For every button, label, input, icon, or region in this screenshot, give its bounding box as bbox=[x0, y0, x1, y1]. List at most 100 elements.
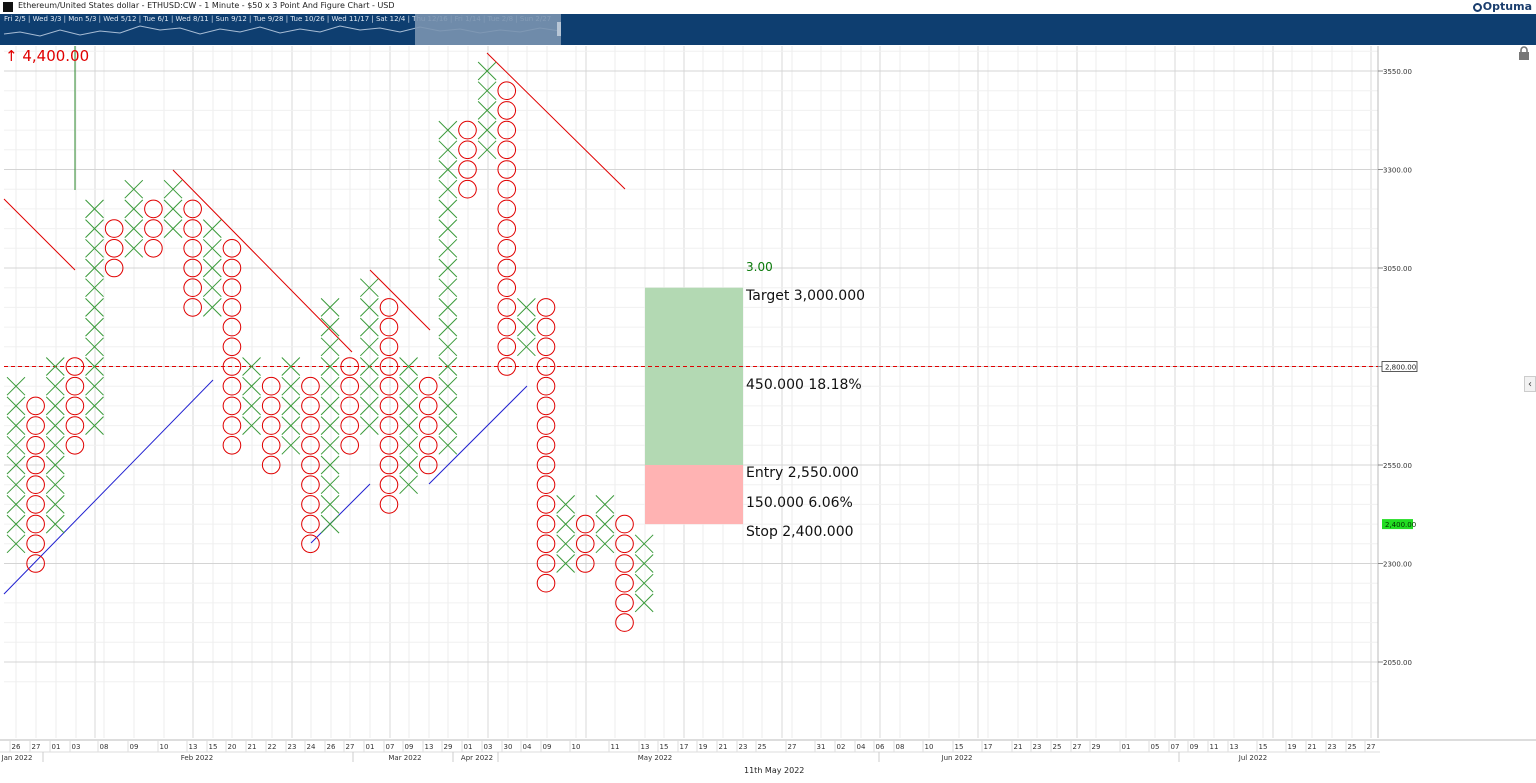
x-mark bbox=[45, 495, 65, 514]
time-axis-label: 25 bbox=[758, 743, 767, 751]
reward-label: 450.000 18.18% bbox=[746, 377, 862, 393]
x-mark bbox=[124, 199, 144, 219]
o-mark bbox=[340, 357, 360, 376]
x-mark bbox=[399, 416, 418, 435]
x-mark bbox=[320, 475, 340, 495]
x-mark bbox=[438, 140, 458, 160]
navigator-handle[interactable] bbox=[557, 22, 561, 36]
x-mark bbox=[359, 357, 379, 376]
time-axis-label: 15 bbox=[955, 743, 964, 751]
o-mark bbox=[379, 376, 399, 396]
resistance-trendline bbox=[3, 198, 76, 271]
x-mark bbox=[163, 219, 183, 238]
o-mark bbox=[379, 475, 399, 495]
collapse-panel-icon[interactable]: ‹ bbox=[1524, 376, 1536, 392]
x-mark bbox=[556, 554, 575, 573]
month-label: Jan 2022 bbox=[1, 754, 33, 762]
x-mark bbox=[634, 593, 654, 613]
x-mark bbox=[438, 337, 458, 357]
o-mark bbox=[261, 376, 281, 396]
o-mark bbox=[536, 573, 556, 593]
x-mark bbox=[438, 317, 458, 337]
x-mark bbox=[202, 258, 222, 278]
o-mark bbox=[222, 317, 242, 337]
x-mark bbox=[163, 179, 183, 199]
time-axis-label: 17 bbox=[680, 743, 689, 751]
x-mark bbox=[320, 337, 340, 357]
o-mark bbox=[536, 436, 556, 455]
o-mark bbox=[65, 357, 85, 376]
o-mark bbox=[536, 376, 556, 396]
o-mark bbox=[26, 455, 45, 475]
o-mark bbox=[536, 298, 556, 317]
o-mark bbox=[340, 416, 360, 435]
resistance-trendline bbox=[369, 269, 431, 331]
x-mark bbox=[556, 534, 575, 554]
o-mark bbox=[379, 337, 399, 357]
time-axis-label: 03 bbox=[72, 743, 81, 751]
o-mark bbox=[379, 416, 399, 435]
x-mark bbox=[438, 278, 458, 298]
o-mark bbox=[222, 278, 242, 298]
o-mark bbox=[536, 475, 556, 495]
x-mark bbox=[438, 258, 458, 278]
o-mark bbox=[261, 436, 281, 455]
time-axis-label: 19 bbox=[699, 743, 708, 751]
o-mark bbox=[65, 376, 85, 396]
x-mark bbox=[45, 475, 65, 495]
x-mark bbox=[438, 435, 458, 455]
x-mark bbox=[399, 455, 418, 475]
time-axis-label: 13 bbox=[189, 743, 198, 751]
x-mark bbox=[399, 435, 418, 455]
x-mark bbox=[124, 179, 144, 199]
x-mark bbox=[438, 219, 458, 238]
time-axis-label: 05 bbox=[1151, 743, 1160, 751]
navigator-bar[interactable]: Fri 2/5 | Wed 3/3 | Mon 5/3 | Wed 5/12 |… bbox=[0, 14, 1536, 45]
o-mark bbox=[144, 239, 163, 258]
x-mark bbox=[6, 534, 26, 554]
time-axis-label: 22 bbox=[268, 743, 277, 751]
x-mark bbox=[45, 376, 65, 396]
navigator-window[interactable] bbox=[415, 14, 561, 45]
time-axis-label: 26 bbox=[327, 743, 336, 751]
x-mark bbox=[595, 514, 615, 534]
o-mark bbox=[26, 416, 45, 435]
time-axis-label: 08 bbox=[100, 743, 109, 751]
x-mark bbox=[6, 475, 26, 495]
o-mark bbox=[418, 376, 438, 396]
time-axis-label: 06 bbox=[876, 743, 885, 751]
x-mark bbox=[281, 435, 301, 455]
app-menu-icon[interactable] bbox=[3, 2, 13, 12]
x-mark bbox=[85, 278, 104, 298]
x-mark bbox=[242, 357, 261, 376]
time-axis-label: 26 bbox=[12, 743, 21, 751]
x-mark bbox=[320, 317, 340, 337]
x-mark bbox=[202, 238, 222, 258]
month-label: May 2022 bbox=[638, 754, 673, 762]
time-axis-label: 10 bbox=[160, 743, 169, 751]
o-mark bbox=[301, 534, 320, 554]
time-axis-label: 01 bbox=[1122, 743, 1131, 751]
o-mark bbox=[301, 436, 320, 455]
time-axis-label: 27 bbox=[32, 743, 41, 751]
risk-zone bbox=[645, 465, 743, 525]
lock-icon[interactable] bbox=[1518, 46, 1530, 60]
x-mark bbox=[477, 120, 497, 140]
x-mark bbox=[85, 238, 104, 258]
x-mark bbox=[281, 396, 301, 416]
o-mark bbox=[301, 495, 320, 514]
o-mark bbox=[301, 416, 320, 435]
time-axis-label: 15 bbox=[660, 743, 669, 751]
resistance-trendline bbox=[172, 169, 353, 353]
o-mark bbox=[536, 455, 556, 475]
o-mark bbox=[104, 239, 124, 258]
price-axis-label: 2300.00 bbox=[1383, 561, 1412, 569]
o-mark bbox=[615, 613, 634, 632]
o-mark bbox=[144, 219, 163, 238]
o-mark bbox=[26, 475, 45, 495]
o-mark bbox=[222, 337, 242, 357]
x-mark bbox=[595, 495, 615, 514]
o-mark bbox=[418, 396, 438, 416]
x-mark bbox=[124, 238, 144, 258]
